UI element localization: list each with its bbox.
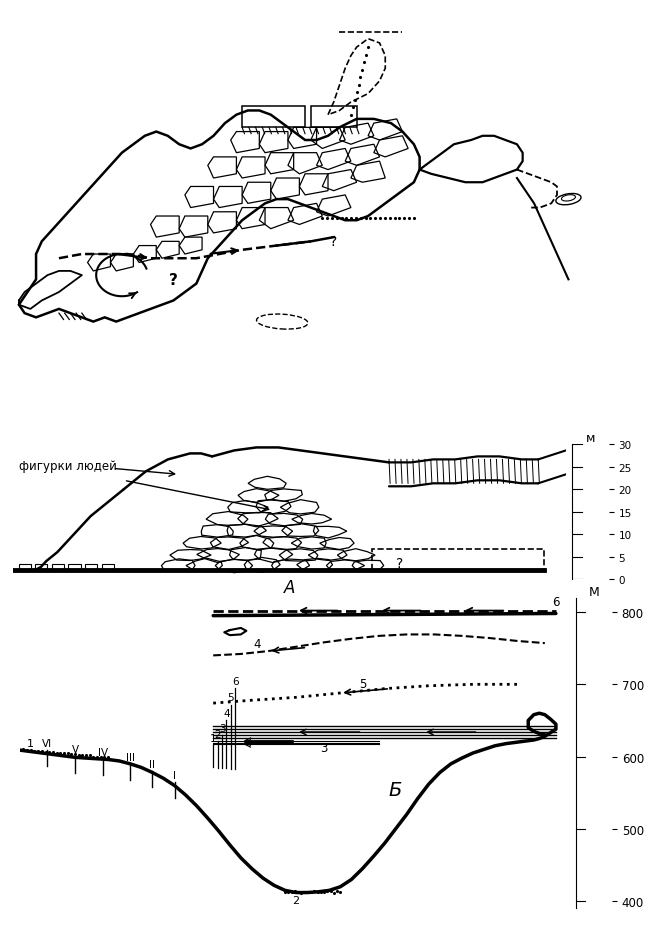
Text: 6: 6 [552, 596, 559, 609]
Text: 1: 1 [27, 738, 34, 748]
Bar [68, 565, 80, 570]
Title: М: М [588, 585, 599, 598]
Text: III: III [126, 752, 135, 762]
Bar [101, 565, 114, 570]
Text: 2: 2 [215, 729, 221, 739]
Text: V: V [72, 744, 78, 755]
Bar [36, 565, 47, 570]
Text: 5: 5 [359, 678, 366, 691]
Text: А: А [284, 578, 295, 596]
Text: 1: 1 [210, 733, 216, 743]
Text: I: I [173, 770, 176, 780]
Text: 4: 4 [223, 708, 230, 718]
Text: 6: 6 [232, 676, 239, 686]
Bar [52, 565, 64, 570]
Bar [85, 565, 97, 570]
Text: 2: 2 [293, 895, 299, 906]
Text: ?: ? [330, 235, 338, 249]
Text: фигурки людей: фигурки людей [18, 460, 116, 473]
Text: VI: VI [42, 738, 53, 748]
Text: Б: Б [389, 780, 402, 799]
Title: м: м [586, 432, 595, 445]
Text: ?: ? [169, 273, 178, 287]
Text: ?: ? [396, 556, 404, 570]
Text: II: II [149, 759, 155, 769]
Bar [372, 550, 544, 570]
Text: 3: 3 [320, 741, 328, 754]
Text: 4: 4 [254, 637, 261, 650]
Text: 3: 3 [218, 723, 225, 733]
Text: 5: 5 [228, 692, 234, 703]
Text: IV: IV [97, 747, 108, 756]
Bar [18, 565, 31, 570]
